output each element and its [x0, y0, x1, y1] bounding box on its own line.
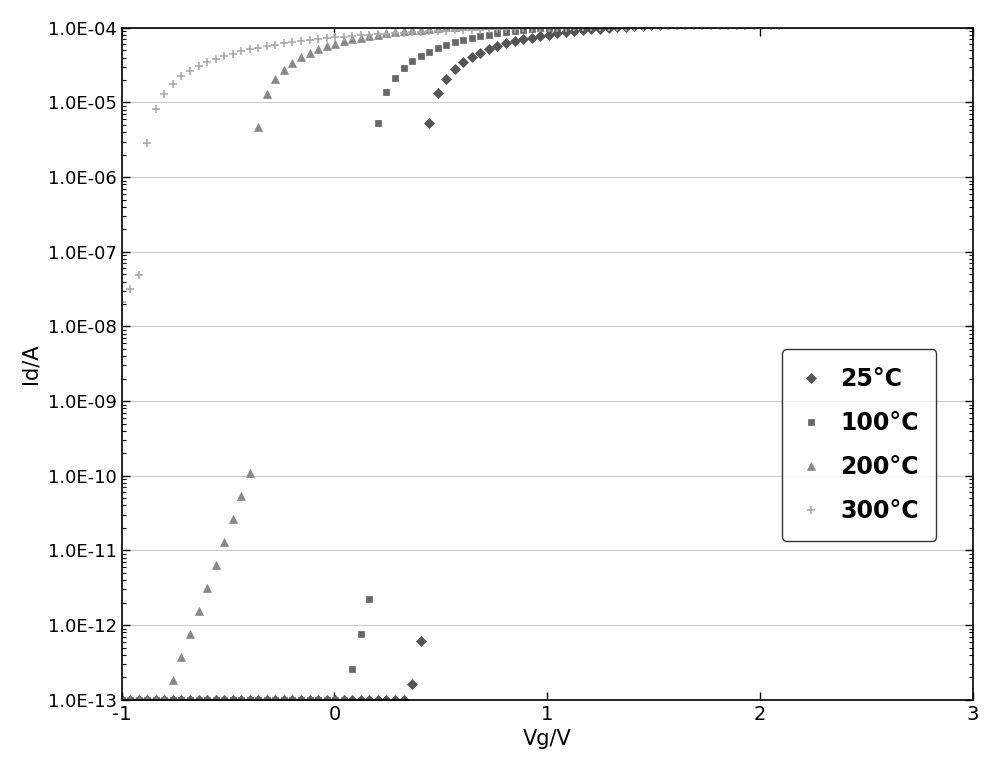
25°C: [278, 695, 290, 705]
Line: 25°C: 25°C: [118, 16, 971, 703]
100°C: [893, 14, 905, 23]
100°C: [919, 14, 931, 23]
200°C: [893, 15, 905, 24]
100°C: [312, 695, 324, 705]
25°C: [551, 28, 563, 38]
300°C: [919, 21, 931, 30]
25°C: [116, 695, 128, 705]
100°C: [620, 18, 632, 28]
Line: 200°C: 200°C: [117, 15, 971, 704]
Legend: 25°C, 100°C, 200°C, 300°C: 25°C, 100°C, 200°C, 300°C: [782, 350, 936, 541]
100°C: [551, 22, 563, 32]
200°C: [312, 45, 324, 54]
200°C: [116, 695, 128, 705]
100°C: [278, 695, 290, 705]
25°C: [620, 22, 632, 32]
Line: 100°C: 100°C: [118, 15, 971, 703]
300°C: [278, 38, 290, 48]
200°C: [278, 65, 290, 75]
Y-axis label: Id/A: Id/A: [21, 343, 41, 384]
300°C: [893, 21, 905, 30]
25°C: [961, 15, 973, 25]
300°C: [116, 298, 128, 307]
300°C: [961, 20, 973, 29]
25°C: [312, 695, 324, 705]
200°C: [620, 16, 632, 25]
300°C: [551, 23, 563, 32]
200°C: [961, 15, 973, 24]
300°C: [312, 35, 324, 44]
Line: 300°C: 300°C: [117, 21, 971, 306]
100°C: [961, 14, 973, 23]
100°C: [116, 695, 128, 705]
200°C: [919, 15, 931, 24]
25°C: [919, 15, 931, 25]
200°C: [551, 18, 563, 27]
25°C: [893, 15, 905, 25]
300°C: [620, 22, 632, 32]
X-axis label: Vg/V: Vg/V: [523, 729, 572, 749]
